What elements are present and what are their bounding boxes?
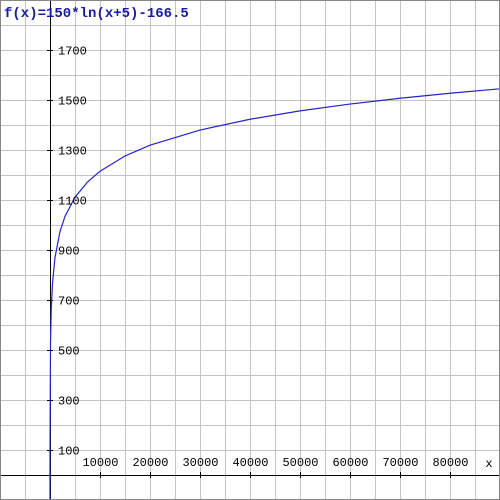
x-tick-label: 10000 bbox=[82, 456, 118, 470]
x-tick-label: 80000 bbox=[432, 456, 468, 470]
chart-title: f(x)=150*ln(x+5)-166.5 bbox=[4, 6, 189, 22]
x-tick-label: 70000 bbox=[382, 456, 418, 470]
y-tick-label: 1500 bbox=[58, 95, 87, 109]
y-tick-label: 900 bbox=[58, 245, 80, 259]
plot-area bbox=[49, 88, 500, 500]
x-tick-label: 20000 bbox=[132, 456, 168, 470]
y-tick-label: 700 bbox=[58, 295, 80, 309]
line-series bbox=[49, 88, 500, 500]
x-tick-label: 40000 bbox=[232, 456, 268, 470]
y-tick-label: 1100 bbox=[58, 195, 87, 209]
y-tick-label: 100 bbox=[58, 445, 80, 459]
y-tick-label: 1300 bbox=[58, 145, 87, 159]
x-tick-label: 50000 bbox=[282, 456, 318, 470]
x-tick-label: 60000 bbox=[332, 456, 368, 470]
labels: 10000 20000 30000 40000 50000 60000 70000 80000… bbox=[58, 45, 493, 472]
x-axis-label: x bbox=[485, 457, 492, 471]
y-tick-label: 1700 bbox=[58, 45, 87, 59]
x-tick-label: 30000 bbox=[182, 456, 218, 470]
y-tick-label: 500 bbox=[58, 345, 80, 359]
y-tick-label: 300 bbox=[58, 395, 80, 409]
